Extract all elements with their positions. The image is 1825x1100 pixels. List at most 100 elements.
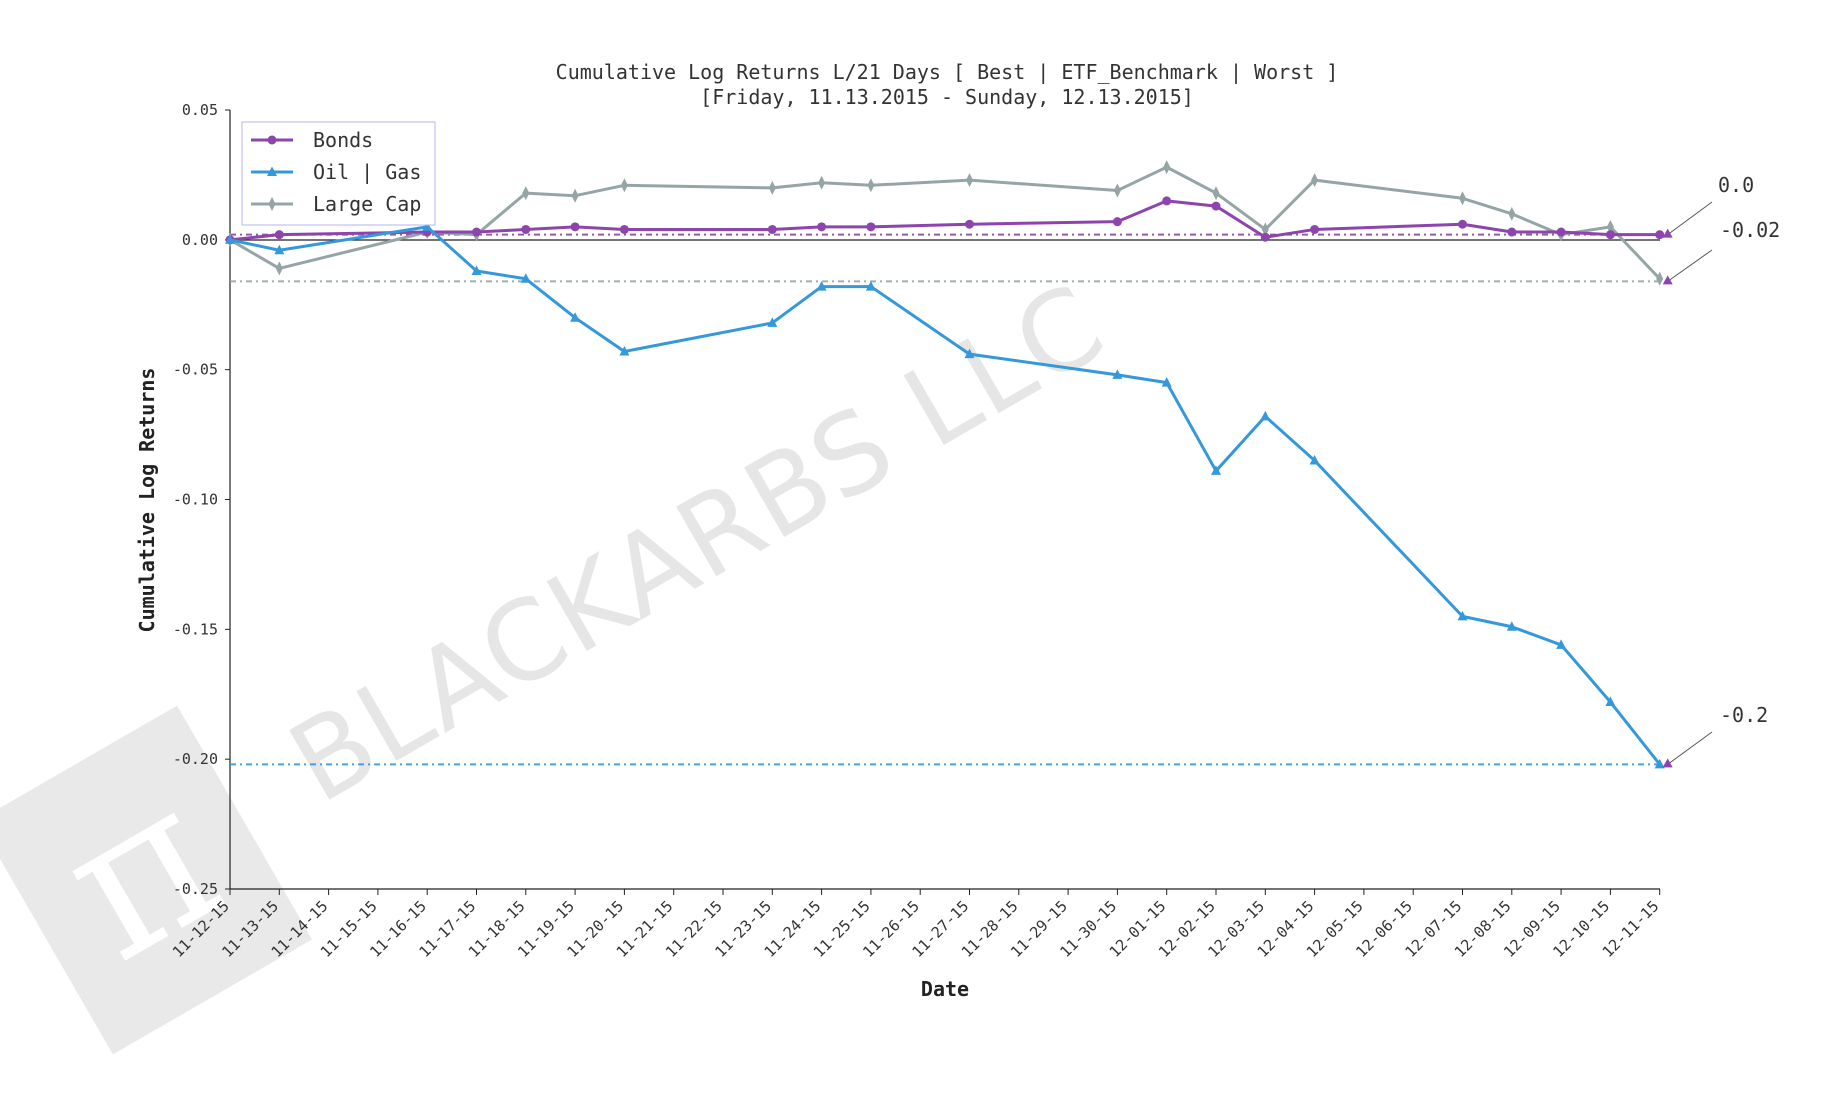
legend-label-large-cap: Large Cap [313, 192, 421, 216]
data-point-oil-gas [767, 317, 778, 327]
series-group [225, 160, 1665, 769]
data-point-large-cap [768, 180, 776, 195]
data-point-bonds [1655, 230, 1665, 240]
annotation-label: 0.0 [1718, 173, 1754, 197]
annotation-leader [1667, 731, 1713, 765]
final-value-lines [230, 233, 1660, 766]
annotation-leader [1667, 201, 1713, 236]
data-point-large-cap [1113, 183, 1121, 198]
data-point-large-cap [1261, 222, 1269, 237]
series-large-cap [226, 160, 1664, 286]
data-point-bonds [866, 222, 876, 232]
legend-marker-oil-gas [267, 166, 277, 176]
x-axis-label: Date [921, 977, 969, 1001]
watermark-logo-square [0, 705, 313, 1055]
data-point-oil-gas [816, 281, 827, 291]
data-point-large-cap [1163, 160, 1171, 175]
data-point-oil-gas [1260, 410, 1271, 421]
y-tick-label: -0.20 [173, 750, 218, 768]
data-point-oil-gas [1506, 621, 1517, 631]
y-tick-label: -0.10 [173, 491, 218, 509]
data-point-bonds [1260, 232, 1270, 242]
legend: Bonds Oil | Gas Large Cap [241, 121, 436, 226]
data-point-bonds [1605, 230, 1615, 240]
data-point-oil-gas [225, 234, 235, 244]
data-point-large-cap [966, 173, 973, 188]
data-point-bonds [1211, 201, 1221, 211]
data-point-large-cap [1508, 206, 1516, 221]
watermark-logo: π [0, 705, 313, 1055]
annotation-leader [1667, 249, 1713, 282]
data-point-large-cap [1656, 271, 1664, 286]
y-axis-label: Cumulative Log Returns [135, 368, 159, 633]
data-point-large-cap [1606, 219, 1614, 234]
data-point-bonds [1162, 196, 1172, 206]
annotation-label: -0.2 [1720, 703, 1768, 727]
data-point-large-cap [1459, 191, 1466, 206]
watermark-text: BLACKARBS LLC [269, 259, 1125, 827]
chart-title: Cumulative Log Returns L/21 Days [ Best … [556, 60, 1339, 84]
data-point-oil-gas [274, 244, 285, 255]
data-point-oil-gas [570, 312, 581, 322]
annotations: 0.0 -0.02 -0.2 [1662, 173, 1780, 768]
legend-label-bonds: Bonds [313, 128, 373, 152]
data-point-oil-gas [865, 281, 876, 291]
data-point-large-cap [571, 188, 579, 203]
data-point-bonds [274, 230, 284, 240]
y-tick-label: -0.05 [173, 361, 218, 379]
data-point-bonds [619, 224, 629, 234]
data-point-bonds [472, 227, 481, 237]
data-point-large-cap [275, 261, 283, 276]
data-point-bonds [817, 222, 827, 232]
data-point-large-cap [620, 178, 628, 193]
chart-subtitle: [Friday, 11.13.2015 - Sunday, 12.13.2015… [700, 85, 1194, 109]
data-point-oil-gas [619, 345, 630, 356]
data-point-large-cap [1311, 173, 1319, 188]
data-point-oil-gas [471, 265, 482, 275]
series-oil-gas [225, 221, 1665, 769]
data-point-bonds [1112, 217, 1122, 227]
data-point-oil-gas [1654, 758, 1665, 769]
data-point-bonds [1507, 227, 1517, 237]
data-point-bonds [521, 224, 531, 234]
data-point-large-cap [818, 175, 826, 190]
y-tick-label: -0.15 [173, 620, 218, 638]
data-point-bonds [1458, 219, 1467, 229]
legend-marker-large-cap [268, 197, 276, 211]
annotation-marker [1662, 275, 1673, 285]
data-point-oil-gas [1211, 465, 1221, 475]
legend-items: Bonds Oil | Gas Large Cap [251, 128, 421, 216]
data-point-bonds [1310, 224, 1320, 234]
data-point-oil-gas [1161, 377, 1172, 387]
watermark: π BLACKARBS LLC [0, 259, 1125, 1055]
data-point-large-cap [1212, 186, 1220, 201]
data-point-large-cap [867, 178, 875, 193]
data-point-oil-gas [520, 273, 531, 283]
axes [229, 110, 1660, 890]
data-point-large-cap [522, 186, 530, 201]
data-point-bonds [570, 222, 580, 232]
annotation-label: -0.02 [1720, 218, 1780, 242]
series-bonds [225, 196, 1665, 245]
data-point-oil-gas [1309, 455, 1320, 465]
legend-label-oil-gas: Oil | Gas [313, 160, 421, 184]
data-point-bonds [965, 219, 974, 229]
data-point-oil-gas [1112, 369, 1123, 379]
data-point-bonds [1556, 227, 1566, 237]
y-tick-label: 0.05 [182, 101, 218, 119]
x-ticks: 11-12-1511-13-1511-14-1511-15-1511-16-15… [169, 889, 1663, 961]
data-point-oil-gas [1457, 610, 1468, 621]
series-line-large-cap [229, 165, 1661, 280]
data-point-oil-gas [1605, 696, 1616, 707]
data-point-oil-gas [964, 348, 975, 359]
data-point-bonds [767, 224, 777, 234]
legend-marker-bonds [267, 135, 277, 145]
y-ticks: 0.05 0.00 -0.05 -0.10 -0.15 -0.20 -0.25 [173, 101, 230, 898]
data-point-oil-gas [1556, 639, 1567, 649]
annotation-marker [1662, 228, 1673, 238]
y-tick-label: -0.25 [173, 880, 218, 898]
y-tick-label: 0.00 [182, 231, 218, 249]
annotation-marker [1662, 758, 1673, 768]
data-point-oil-gas [422, 221, 433, 231]
